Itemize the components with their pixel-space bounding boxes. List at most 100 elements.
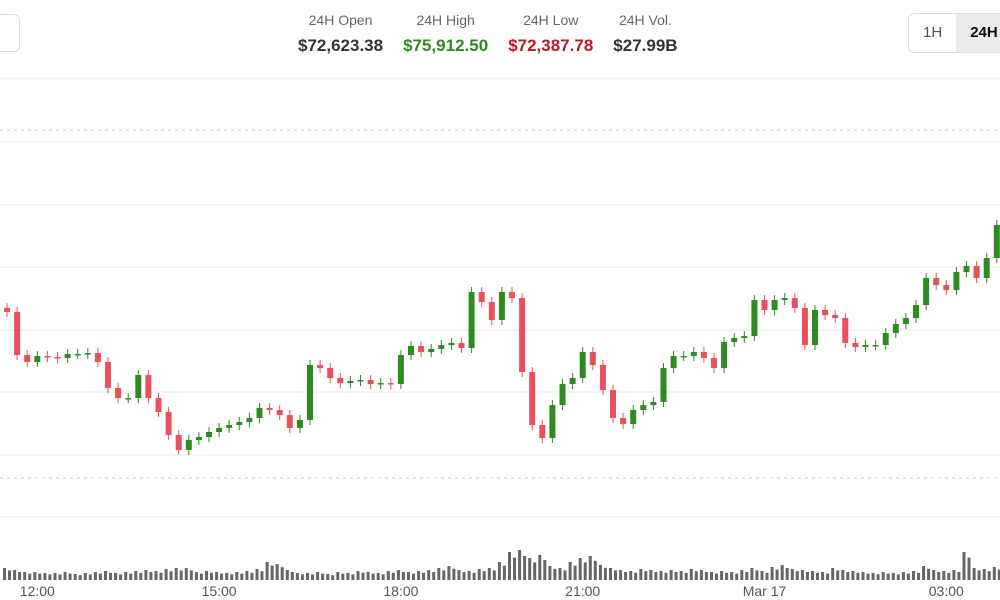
stat-volume: 24H Vol. $27.99B xyxy=(613,12,677,56)
volume-bar xyxy=(992,567,996,580)
volume-bar xyxy=(205,571,208,580)
volume-bar xyxy=(401,572,405,580)
volume-bar xyxy=(119,574,123,580)
stat-label: 24H High xyxy=(416,12,475,28)
volume-bar xyxy=(790,569,794,580)
volume-bar xyxy=(639,569,643,580)
candle-body xyxy=(579,352,586,379)
candle-body xyxy=(539,425,546,439)
volume-bar xyxy=(412,573,415,580)
candle-body xyxy=(276,409,283,416)
volume-bar xyxy=(3,568,6,580)
volume-bar xyxy=(104,571,107,580)
candle-body xyxy=(498,292,505,320)
candle-body xyxy=(195,437,202,441)
volume-bar xyxy=(179,570,183,580)
candle-body xyxy=(943,285,950,291)
candle-body xyxy=(115,387,122,399)
candle-body xyxy=(882,333,889,346)
volume-bar xyxy=(462,572,466,580)
volume-bar xyxy=(922,566,926,580)
candle-body xyxy=(74,354,81,356)
volume-bar xyxy=(568,562,572,580)
x-tick-label: Mar 17 xyxy=(743,583,787,599)
volume-bar xyxy=(250,572,254,580)
volume-bar xyxy=(563,570,567,580)
volume-bar xyxy=(417,571,421,580)
candle-body xyxy=(397,355,404,385)
volume-bar xyxy=(139,572,143,580)
candle-body xyxy=(610,390,616,418)
volume-bar xyxy=(83,573,87,580)
volume-bar xyxy=(407,572,410,580)
volume-bar xyxy=(98,573,102,580)
candle-body xyxy=(125,398,132,400)
volume-bar xyxy=(184,568,188,580)
candle-body xyxy=(549,405,556,439)
candle-body xyxy=(569,378,576,385)
range-24h-button[interactable]: 24H xyxy=(956,14,1000,52)
candle-body xyxy=(630,409,637,425)
range-1h-button[interactable]: 1H xyxy=(923,24,943,41)
volume-bar xyxy=(78,575,82,580)
volume-bar xyxy=(952,570,956,580)
volume-bar xyxy=(154,571,158,580)
volume-bar xyxy=(321,573,325,580)
volume-bar xyxy=(513,557,516,580)
candle-body xyxy=(832,315,839,318)
volume-bar xyxy=(58,574,62,580)
volume-bar xyxy=(129,573,133,580)
volume-bar xyxy=(659,571,663,580)
volume-bar xyxy=(164,569,168,580)
volume-bar xyxy=(811,571,814,580)
stat-open: 24H Open $72,623.38 xyxy=(298,12,383,56)
volume-bar xyxy=(710,572,713,580)
volume-bar xyxy=(982,569,986,580)
volume-bar xyxy=(861,572,865,580)
volume-bar xyxy=(725,572,729,580)
candle-body xyxy=(700,352,707,358)
volume-bar xyxy=(174,568,178,580)
candle-body xyxy=(953,271,960,291)
candle-body xyxy=(286,415,293,428)
volume-bar xyxy=(508,552,511,580)
x-tick-label: 18:00 xyxy=(383,583,418,599)
volume-bar xyxy=(457,570,461,580)
candle-body xyxy=(44,356,51,358)
stat-label: 24H Low xyxy=(523,12,579,28)
volume-bar xyxy=(689,569,693,580)
candle-body xyxy=(377,383,384,385)
volume-bar xyxy=(68,573,72,580)
volume-bar xyxy=(578,558,582,580)
x-tick-label: 21:00 xyxy=(565,583,600,599)
candle-body xyxy=(842,317,849,343)
volume-bar xyxy=(518,550,522,580)
candle-body xyxy=(902,317,909,325)
volume-bar xyxy=(28,573,32,580)
volume-bar xyxy=(775,569,779,580)
candle-body xyxy=(711,357,717,369)
candle-body xyxy=(317,364,324,369)
candle-body xyxy=(84,353,91,355)
candle-body xyxy=(64,354,71,358)
volume-bar xyxy=(311,574,314,580)
candle-body xyxy=(599,364,606,391)
volume-bar xyxy=(634,572,638,580)
volume-bar xyxy=(715,573,718,580)
volume-bar xyxy=(937,572,941,580)
volume-bar xyxy=(144,570,148,580)
volume-bar xyxy=(18,572,22,580)
candle-body xyxy=(408,346,414,356)
range-selector: 1H 24H xyxy=(908,13,1000,53)
candle-body xyxy=(488,302,495,320)
volume-bar xyxy=(38,573,42,580)
volume-bar xyxy=(33,572,37,580)
volume-bar xyxy=(704,572,708,580)
volume-bar xyxy=(386,571,390,580)
volume-bar xyxy=(210,572,213,580)
volume-bar xyxy=(260,571,264,580)
candle-body xyxy=(206,432,212,438)
candle-body xyxy=(327,368,334,379)
partial-button[interactable] xyxy=(0,14,20,52)
